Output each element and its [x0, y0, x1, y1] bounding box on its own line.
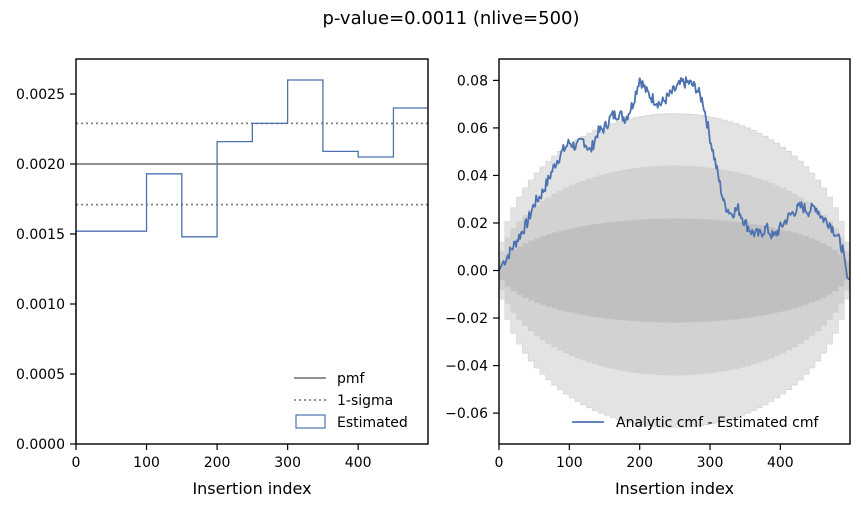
- estimated-histogram: [75, 79, 428, 444]
- legend-sigma-label: 1-sigma: [337, 393, 393, 409]
- axes-frame: [75, 58, 429, 445]
- x-axis-label: Insertion index: [615, 479, 734, 498]
- right-axes: 0 100 200 300 400 −0.06 −0.04 −0.02 0.00 0.02 0.04…: [445, 58, 851, 498]
- y-tick-label: 0.06: [457, 121, 488, 137]
- x-tick-label: 0: [495, 455, 504, 471]
- y-tick-label: −0.04: [445, 359, 488, 375]
- y-tick-label: 0.0005: [16, 367, 65, 383]
- x-tick-label: 100: [133, 455, 160, 471]
- axes-frame: [498, 58, 851, 445]
- legend-pmf-label: pmf: [337, 371, 366, 387]
- y-tick-label: 0.00: [457, 264, 488, 280]
- y-tick-label: −0.06: [445, 406, 488, 422]
- legend-estimated-swatch: [295, 414, 326, 429]
- left-axes: 0 100 200 300 400 0.0000 0.0005 0.0010 0.0015 0.0…: [16, 58, 429, 498]
- sigma-band: [498, 217, 851, 324]
- figure-title: p-value=0.0011 (nlive=500): [322, 8, 579, 29]
- y-tick-label: 0.02: [457, 216, 488, 232]
- x-tick-label: 300: [697, 455, 724, 471]
- y-tick-label: 0.0010: [16, 297, 65, 313]
- left-legend: pmf 1-sigma Estimated: [294, 371, 408, 431]
- x-tick-label: 0: [72, 455, 81, 471]
- x-tick-label: 200: [626, 455, 653, 471]
- y-tick-label: 0.0020: [16, 157, 65, 173]
- legend-difference-label: Analytic cmf - Estimated cmf: [616, 415, 819, 431]
- x-tick-label: 200: [204, 455, 231, 471]
- legend-estimated-label: Estimated: [337, 415, 408, 431]
- y-tick-label: 0.0000: [16, 437, 65, 453]
- y-tick-label: 0.0025: [16, 87, 65, 103]
- difference-line: [498, 76, 851, 281]
- x-tick-label: 100: [556, 455, 583, 471]
- x-tick-label: 400: [345, 455, 372, 471]
- y-tick-label: 0.04: [457, 168, 488, 184]
- x-tick-label: 300: [274, 455, 301, 471]
- y-tick-label: −0.02: [445, 311, 488, 327]
- x-axis-label: Insertion index: [192, 479, 311, 498]
- right-legend: Analytic cmf - Estimated cmf: [572, 415, 819, 431]
- y-tick-label: 0.08: [457, 73, 488, 89]
- x-tick-label: 400: [767, 455, 794, 471]
- y-tick-label: 0.0015: [16, 227, 65, 243]
